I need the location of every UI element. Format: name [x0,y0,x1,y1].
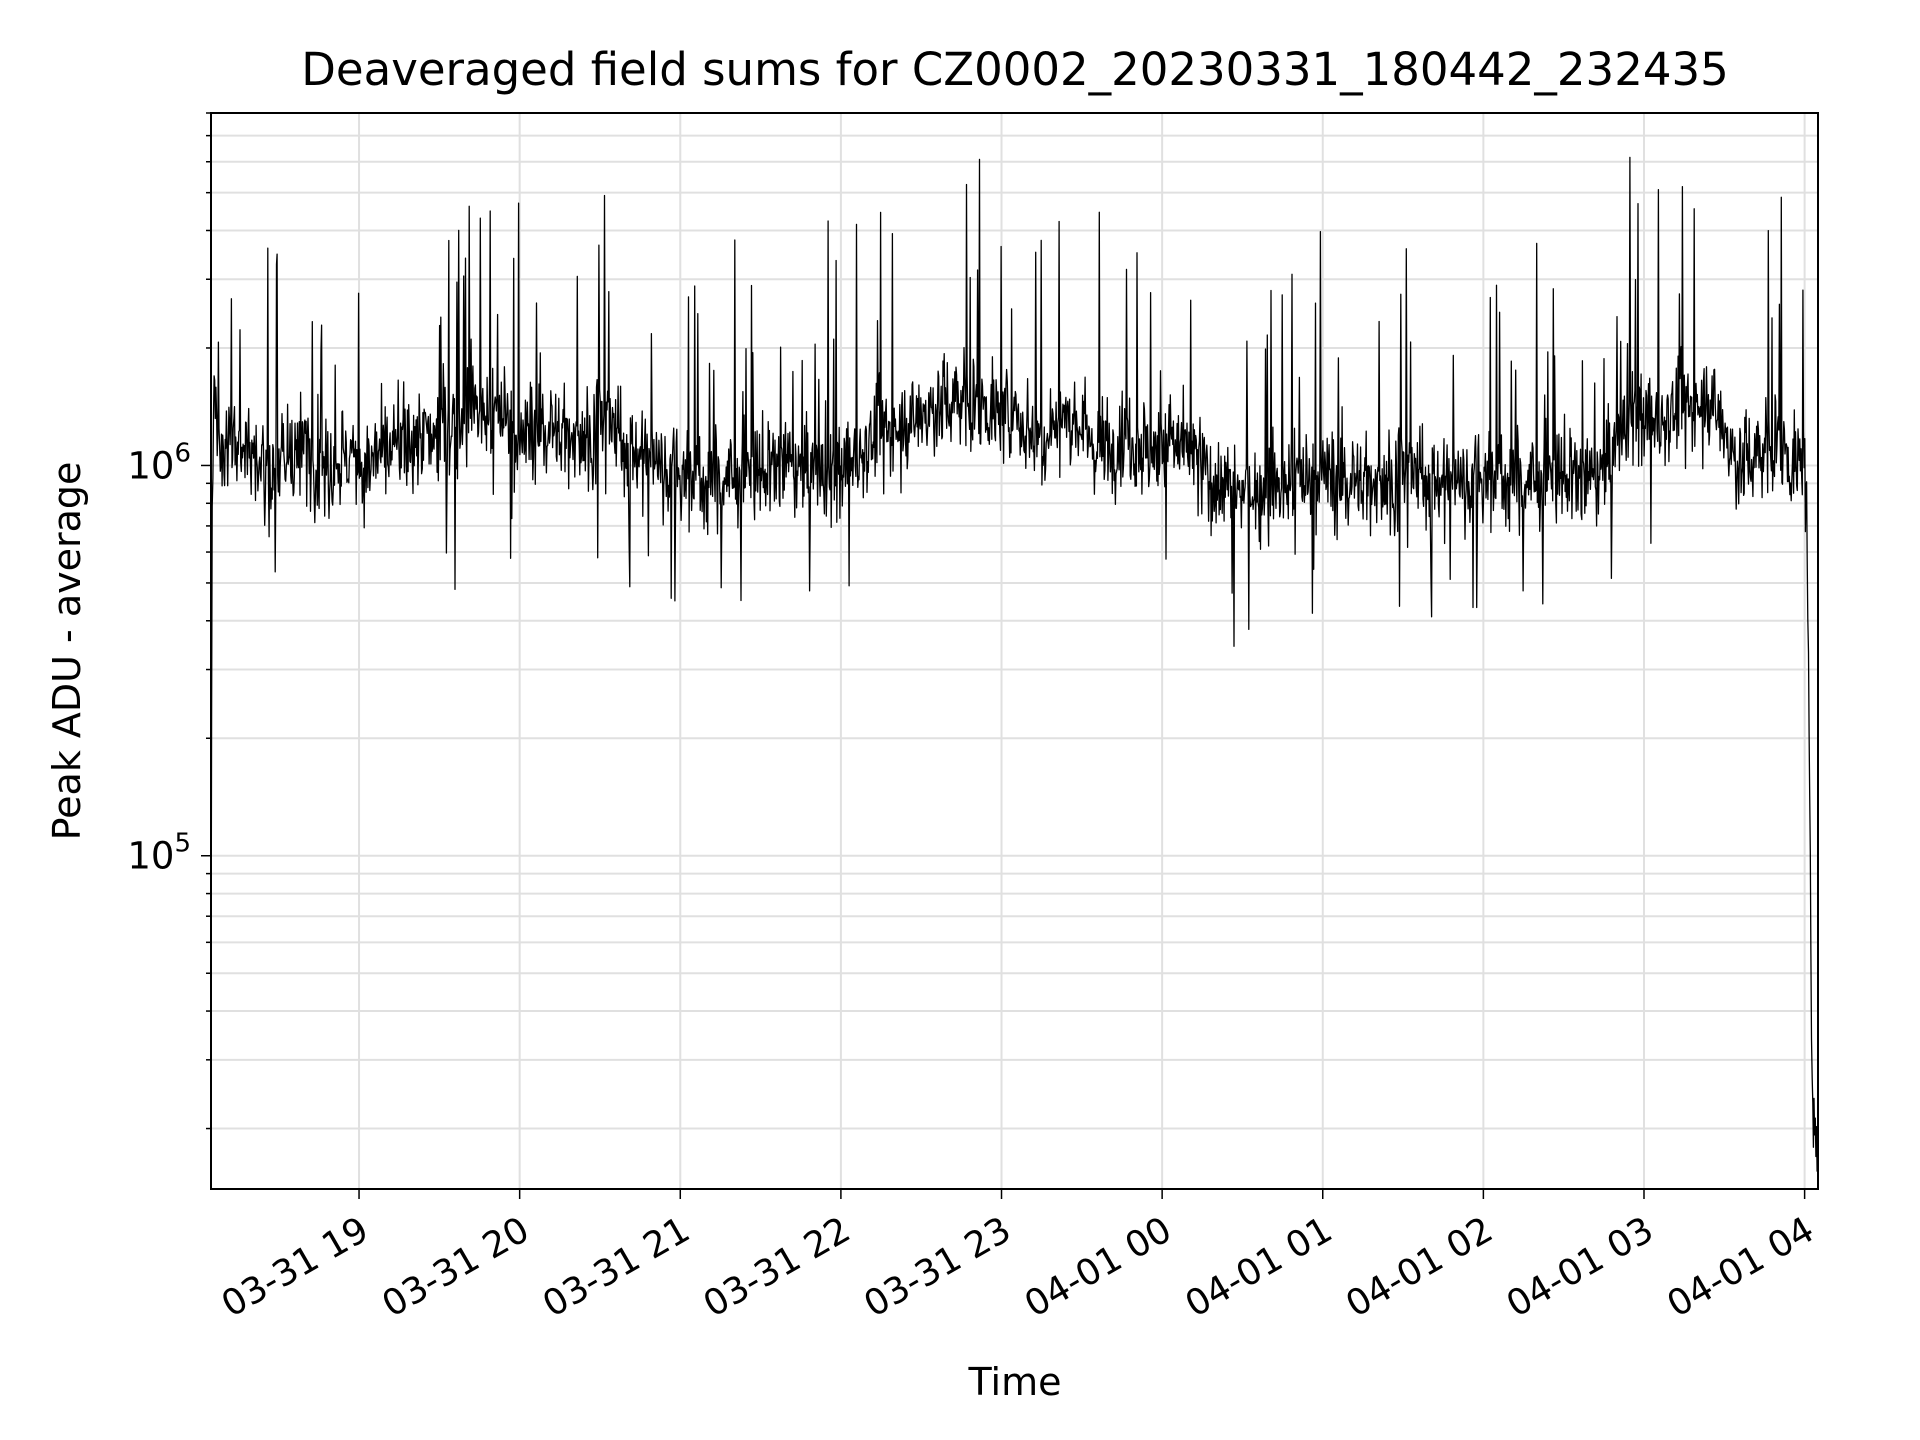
series-line [211,156,1818,1172]
series-group [211,156,1818,1172]
x-axis-label: Time [968,1360,1062,1404]
grid [211,112,1818,1189]
y-axis-label: Peak ADU - average [45,462,89,841]
y-axis-ticks: 105 106 [127,112,211,1130]
y-tick-label: 106 [127,438,191,487]
y-tick-label: 105 [127,829,191,878]
plot-frame [210,112,1819,1190]
chart-title: Deaveraged field sums for CZ0002_2023033… [301,43,1728,96]
